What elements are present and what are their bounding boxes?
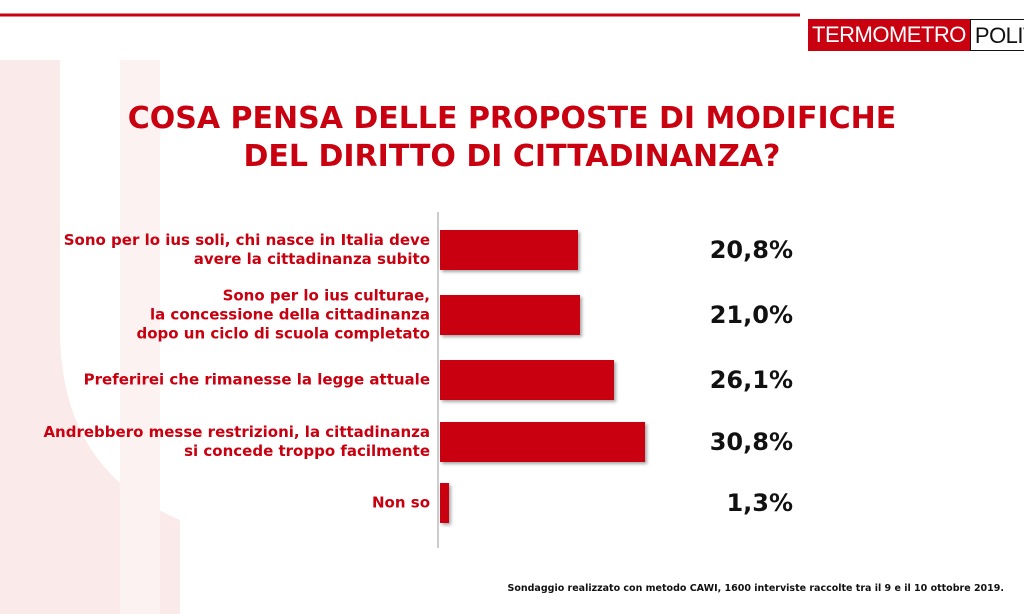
chart-title: COSA PENSA DELLE PROPOSTE DI MODIFICHE D… — [127, 101, 897, 174]
source-note: Sondaggio realizzato con metodo CAWI, 16… — [507, 583, 1005, 594]
category-label: Sono per lo ius culturae, la concessione… — [136, 286, 430, 343]
brand-left: TERMOMETRO — [808, 19, 970, 51]
bar — [440, 360, 614, 400]
value-label: 21,0% — [709, 301, 793, 329]
category-label: Preferirei che rimanesse la legge attual… — [83, 370, 430, 389]
bar — [440, 230, 579, 270]
value-label: 1,3% — [726, 489, 793, 517]
bar — [440, 295, 580, 335]
category-label: Non so — [372, 493, 430, 512]
category-label: Andrebbero messe restrizioni, la cittadi… — [43, 423, 430, 460]
value-label: 26,1% — [709, 366, 793, 394]
bar — [440, 422, 645, 462]
value-label: 20,8% — [709, 236, 793, 264]
bar — [440, 483, 449, 523]
category-label: Sono per lo ius soli, chi nasce in Itali… — [63, 231, 430, 268]
brand-logo: TERMOMETRO POLITICO — [808, 19, 1024, 51]
background-shape — [0, 60, 180, 614]
background-shape — [120, 60, 160, 614]
value-label: 30,8% — [709, 428, 793, 456]
brand-right: POLITICO — [969, 19, 1024, 51]
